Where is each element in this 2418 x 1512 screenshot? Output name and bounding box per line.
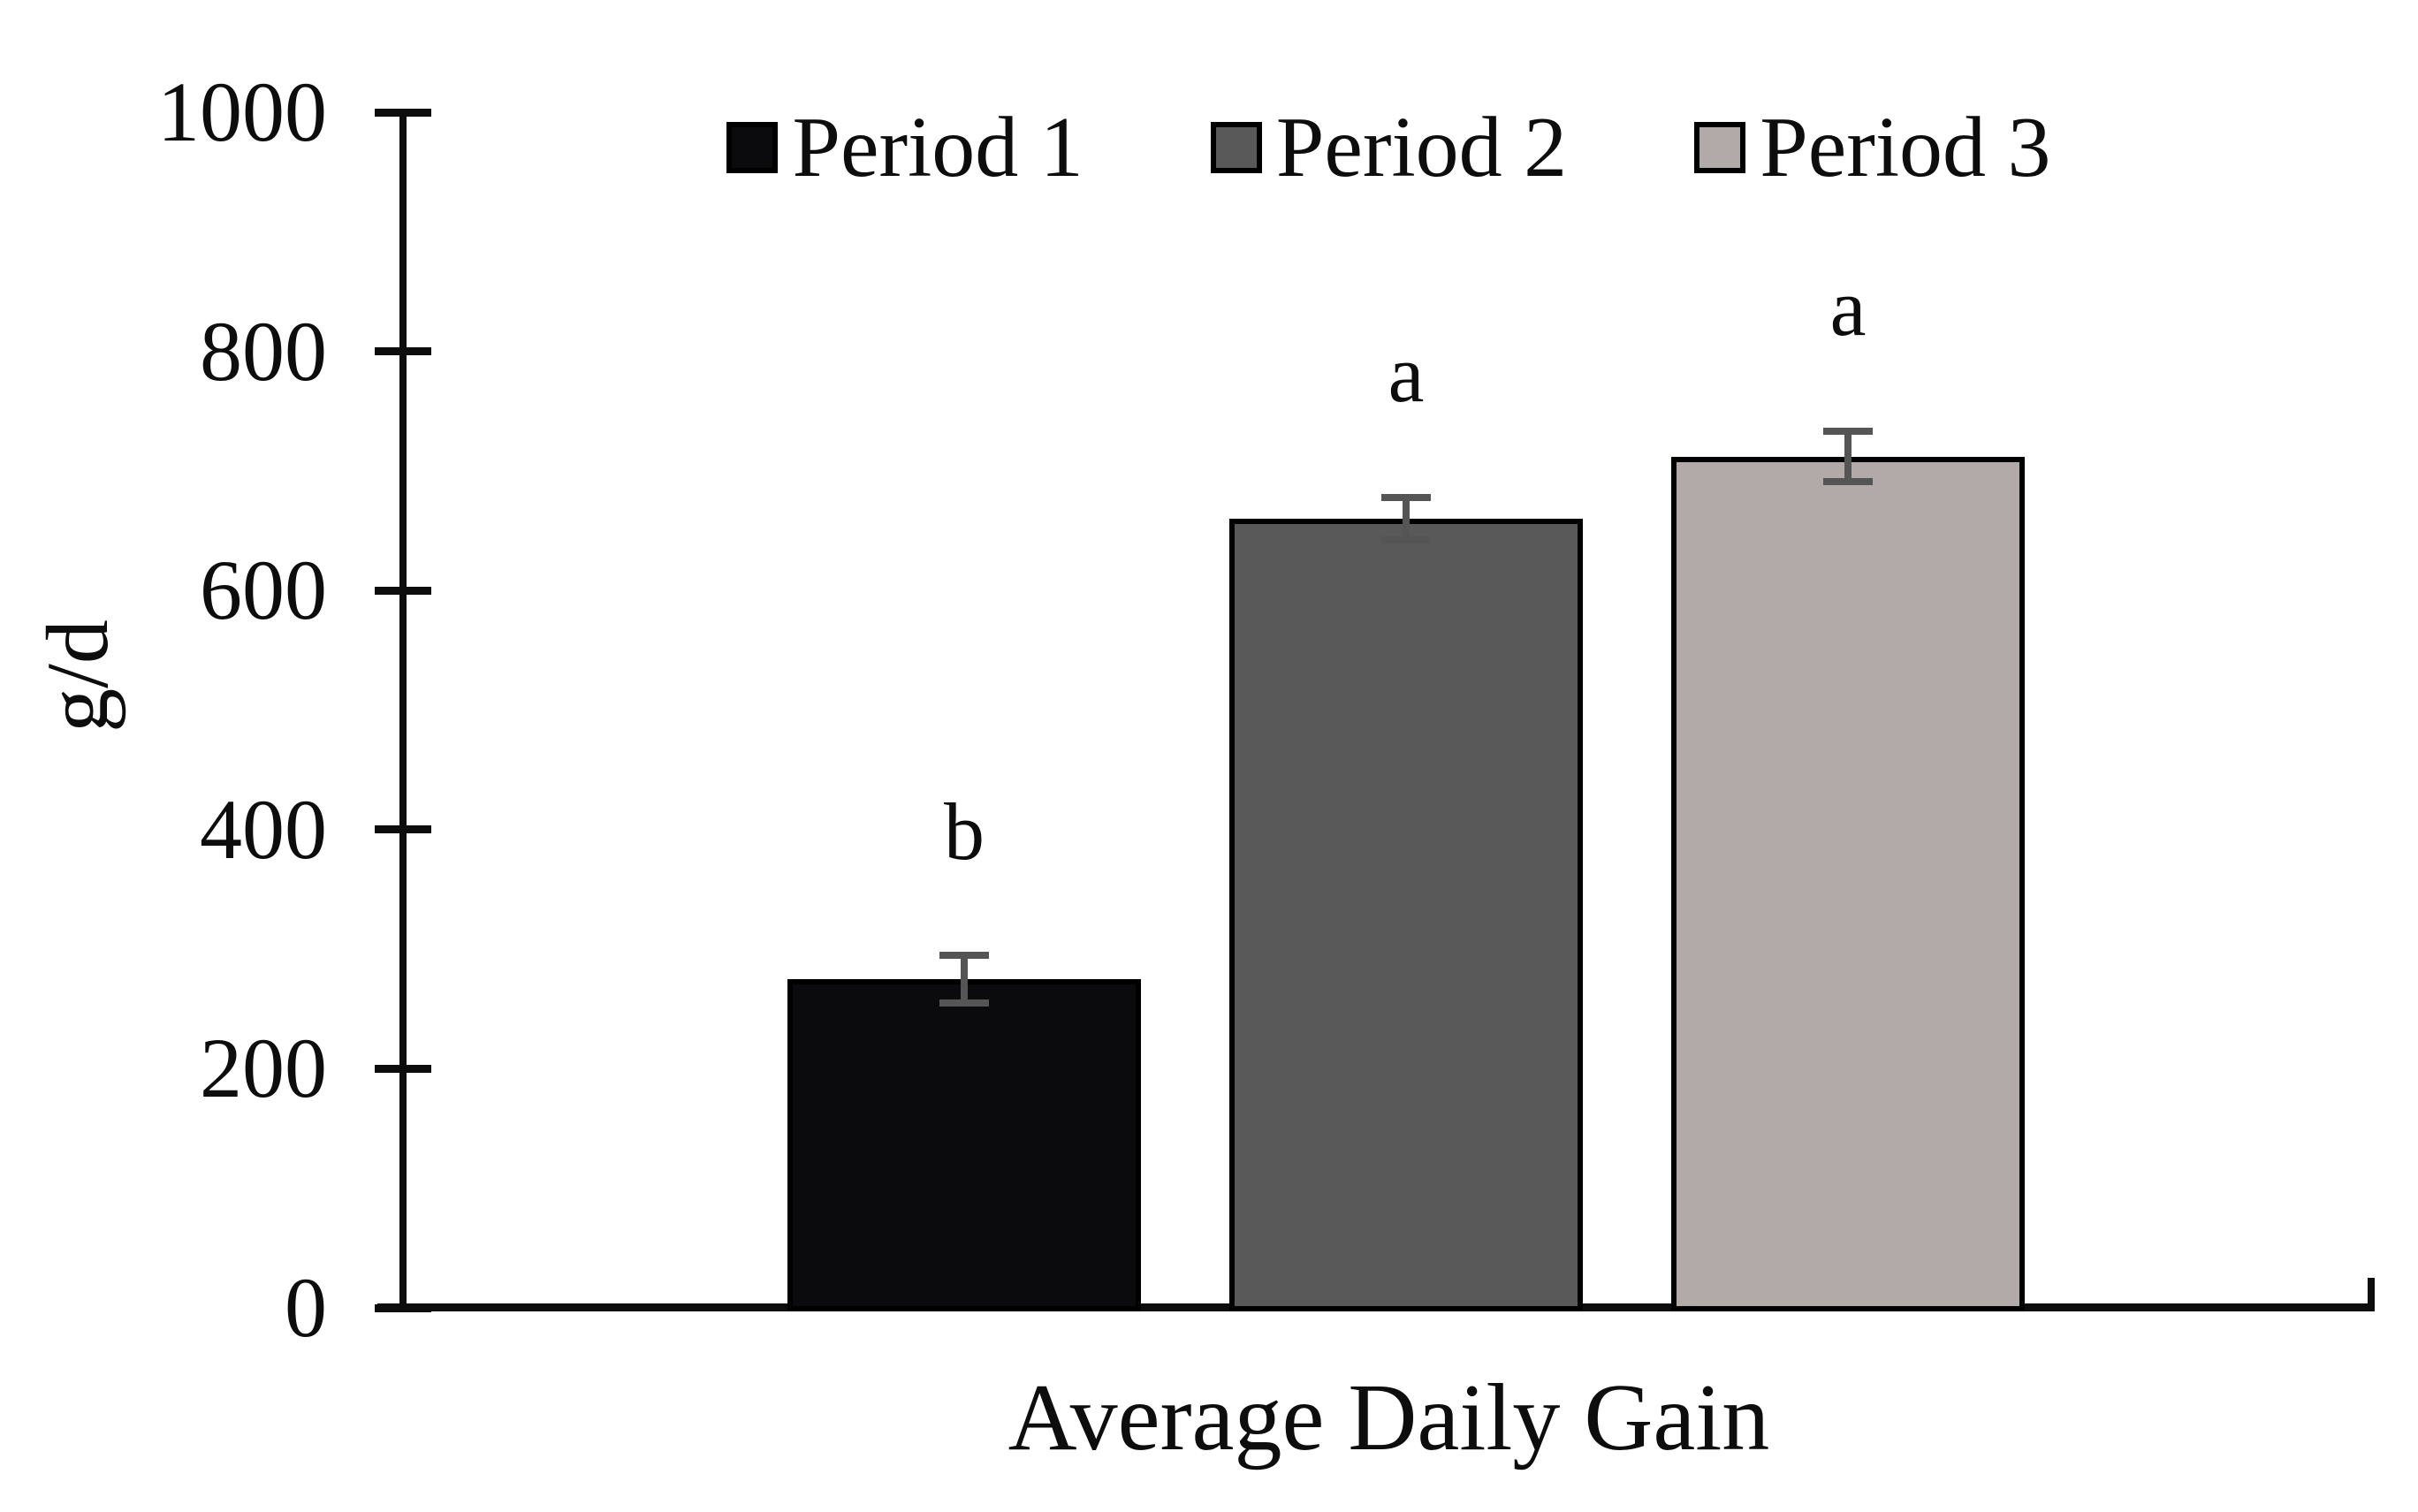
error-bar-period-3 bbox=[1844, 431, 1852, 482]
legend-label-period-3: Period 3 bbox=[1760, 100, 2051, 195]
y-tick-label-600: 600 bbox=[200, 543, 327, 638]
y-tick-label-800: 800 bbox=[200, 303, 327, 399]
significance-letter-period-1: b bbox=[944, 786, 985, 877]
x-axis-end-tick bbox=[2368, 1278, 2375, 1306]
error-bar-period-2 bbox=[1403, 497, 1410, 541]
y-tick-400 bbox=[375, 825, 431, 834]
y-tick-800 bbox=[375, 347, 431, 356]
error-bar-cap-bottom-period-3 bbox=[1823, 478, 1873, 486]
error-bar-cap-top-period-3 bbox=[1823, 428, 1873, 436]
error-bar-period-1 bbox=[961, 954, 968, 1003]
bar-period-3 bbox=[1671, 456, 2025, 1311]
legend-swatch-period-1 bbox=[726, 122, 779, 173]
legend-item-period-2: Period 2 bbox=[1210, 100, 1568, 195]
y-tick-label-0: 0 bbox=[285, 1260, 327, 1355]
error-bar-cap-top-period-2 bbox=[1381, 493, 1431, 501]
legend-label-period-2: Period 2 bbox=[1275, 100, 1568, 195]
x-axis-title: Average Daily Gain bbox=[1008, 1365, 1770, 1470]
y-axis-line bbox=[399, 112, 407, 1311]
legend-swatch-period-3 bbox=[1694, 122, 1746, 173]
y-tick-1000 bbox=[375, 108, 431, 117]
error-bar-cap-top-period-1 bbox=[939, 951, 989, 959]
y-tick-label-1000: 1000 bbox=[157, 65, 327, 159]
error-bar-cap-bottom-period-1 bbox=[939, 999, 989, 1007]
error-bar-cap-bottom-period-2 bbox=[1381, 536, 1431, 544]
bar-period-2 bbox=[1229, 519, 1583, 1311]
y-tick-0 bbox=[375, 1303, 431, 1312]
y-tick-label-200: 200 bbox=[200, 1021, 327, 1116]
legend-item-period-3: Period 3 bbox=[1694, 100, 2051, 195]
bar-period-1 bbox=[787, 978, 1141, 1311]
legend-label-period-1: Period 1 bbox=[792, 100, 1084, 195]
significance-letter-period-3: a bbox=[1829, 262, 1867, 353]
legend-item-period-1: Period 1 bbox=[726, 100, 1084, 195]
y-tick-600 bbox=[375, 586, 431, 595]
y-tick-label-400: 400 bbox=[200, 781, 327, 877]
chart-legend: Period 1 Period 2 Period 3 bbox=[403, 99, 2375, 196]
y-tick-200 bbox=[375, 1064, 431, 1073]
legend-swatch-period-2 bbox=[1210, 122, 1262, 173]
significance-letter-period-2: a bbox=[1388, 328, 1425, 419]
